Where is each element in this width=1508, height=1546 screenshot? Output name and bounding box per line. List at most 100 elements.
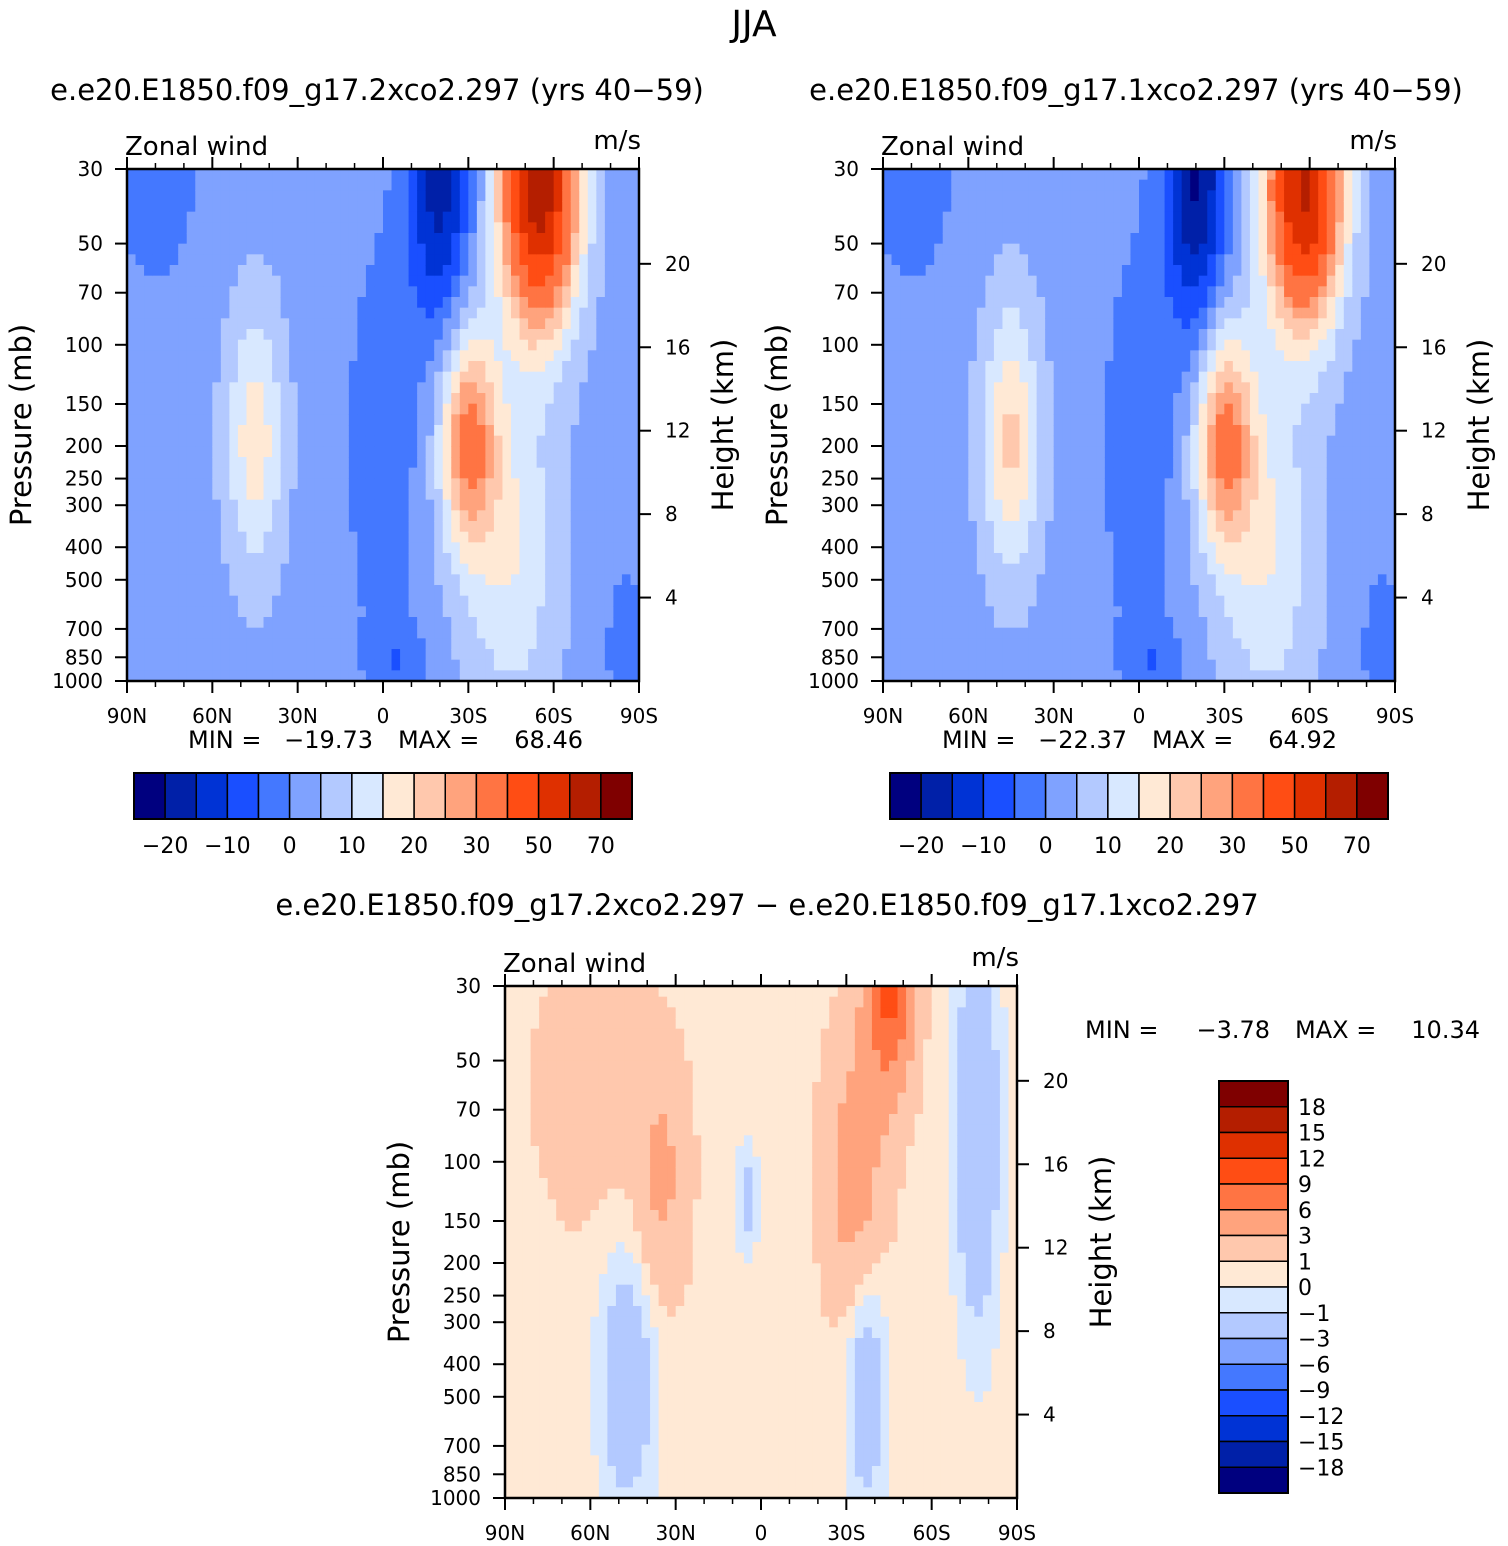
- field-cell: [365, 670, 376, 682]
- field-cell: [1062, 275, 1072, 287]
- field-cell: [1207, 371, 1217, 383]
- field-cell: [519, 403, 529, 415]
- field-cell: [1070, 275, 1080, 287]
- field-cell: [186, 190, 196, 202]
- field-cell: [212, 222, 222, 234]
- field-cell: [553, 318, 563, 330]
- field-cell: [144, 467, 154, 479]
- field-cell: [1113, 425, 1123, 437]
- field-cell: [485, 521, 495, 533]
- field-cell: [1121, 179, 1132, 191]
- field-cell: [434, 521, 444, 533]
- field-cell: [417, 243, 427, 255]
- field-cell: [621, 393, 632, 405]
- field-cell: [1224, 265, 1234, 277]
- field-cell: [263, 350, 273, 362]
- field-cell: [1113, 361, 1123, 373]
- field-cell: [917, 275, 927, 287]
- field-cell: [468, 510, 478, 522]
- field-cell: [220, 457, 230, 469]
- field-cell: [951, 233, 961, 245]
- field-cell: [604, 478, 614, 490]
- field-cell: [1121, 169, 1132, 181]
- field-cell: [135, 286, 145, 298]
- field-cell: [340, 499, 350, 511]
- field-cell: [925, 553, 935, 565]
- field-cell: [1113, 275, 1123, 287]
- field-cell: [425, 403, 435, 415]
- field-cell: [1104, 414, 1114, 426]
- field-cell: [408, 211, 418, 223]
- field-cell: [169, 638, 179, 650]
- field-cell: [1028, 542, 1038, 554]
- field-cell: [1096, 574, 1106, 586]
- field-cell: [891, 617, 901, 629]
- field-cell: [562, 649, 572, 661]
- field-cell: [485, 617, 495, 629]
- field-cell: [959, 393, 969, 405]
- colorbar-label: −10: [204, 834, 250, 859]
- field-cell: [135, 243, 145, 255]
- field-cell: [1198, 211, 1208, 223]
- field-cell: [1130, 233, 1140, 245]
- field-cell: [570, 489, 580, 501]
- field-cell: [229, 606, 239, 618]
- field-cell: [365, 638, 376, 650]
- field-cell: [993, 574, 1004, 586]
- field-cell: [476, 585, 486, 597]
- field-cell: [951, 265, 961, 277]
- field-cell: [1207, 211, 1217, 223]
- field-cell: [212, 211, 222, 223]
- field-cell: [579, 574, 589, 586]
- field-cell: [511, 457, 521, 469]
- field-cell: [579, 350, 589, 362]
- field-cell: [1121, 339, 1132, 351]
- field-cell: [169, 574, 179, 586]
- field-cell: [272, 425, 282, 437]
- field-cell: [476, 382, 486, 394]
- field-cell: [519, 606, 529, 618]
- field-cell: [942, 382, 952, 394]
- field-cell: [186, 638, 196, 650]
- field-cell: [434, 489, 444, 501]
- field-cell: [1198, 243, 1208, 255]
- field-cell: [1096, 254, 1106, 266]
- field-cell: [630, 350, 640, 362]
- field-cell: [1130, 627, 1140, 639]
- field-cell: [306, 563, 316, 575]
- field-cell: [152, 649, 162, 661]
- field-cell: [476, 179, 486, 191]
- field-cell: [1011, 638, 1021, 650]
- field-cell: [374, 361, 384, 373]
- field-cell: [1104, 318, 1114, 330]
- field-cell: [1019, 531, 1029, 543]
- field-cell: [161, 467, 171, 479]
- field-cell: [613, 201, 623, 213]
- field-cell: [976, 670, 986, 682]
- field-cell: [511, 179, 521, 191]
- field-cell: [908, 595, 918, 607]
- field-cell: [212, 318, 222, 330]
- field-cell: [289, 286, 299, 298]
- field-cell: [178, 254, 188, 266]
- colorbar-frame: [133, 772, 633, 820]
- field-cell: [917, 467, 927, 479]
- field-cell: [161, 510, 171, 522]
- field-cell: [968, 627, 978, 639]
- field-cell: [942, 329, 952, 341]
- field-cell: [144, 403, 154, 415]
- field-cell: [1121, 403, 1132, 415]
- field-cell: [476, 211, 486, 223]
- field-cell: [502, 233, 512, 245]
- field-cell: [348, 393, 358, 405]
- field-cell: [459, 499, 469, 511]
- field-cell: [1062, 254, 1072, 266]
- field-cell: [348, 510, 358, 522]
- y-tick-label: 70: [78, 281, 103, 305]
- field-cell: [417, 585, 427, 597]
- field-cell: [900, 595, 910, 607]
- field-cell: [220, 275, 230, 287]
- field-cell: [1232, 275, 1242, 287]
- field-cell: [135, 510, 145, 522]
- field-cell: [570, 425, 580, 437]
